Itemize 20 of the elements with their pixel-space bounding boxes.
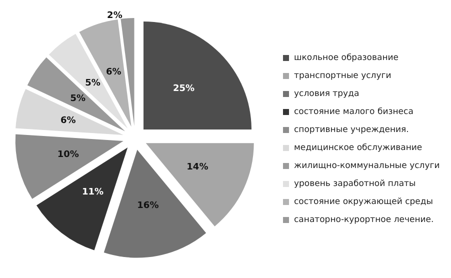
data-label: 16% [137,200,159,211]
data-label: 25% [173,84,195,94]
legend-label: транспортные услуги [294,71,392,81]
legend-label: уровень заработной платы [294,179,416,189]
data-label: 10% [57,150,79,160]
legend-label: состояние малого бизнеса [294,107,414,117]
data-label: 5% [70,94,86,104]
data-label: 6% [106,67,122,78]
legend-label: состояние окружающей среды [294,197,433,207]
legend-label: условия труда [294,89,360,99]
data-label: 6% [60,116,76,126]
data-label: 2% [107,11,122,22]
data-label: 14% [186,162,208,172]
legend-label: спортивные учреждения. [294,125,409,135]
legend-label: школьное образование [294,53,399,63]
legend-label: жилищно-коммунальные услуги [294,161,440,171]
data-label: 5% [85,78,100,88]
data-label: 11% [82,188,104,198]
legend-label: санаторно-курортное лечение. [294,215,434,225]
legend-label: медицинское обслуживание [294,143,422,153]
